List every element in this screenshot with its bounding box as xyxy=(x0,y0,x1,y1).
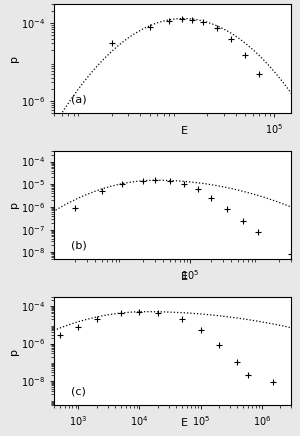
Text: (b): (b) xyxy=(70,240,86,250)
Y-axis label: p: p xyxy=(9,201,20,208)
Y-axis label: p: p xyxy=(9,55,20,62)
Y-axis label: p: p xyxy=(9,348,20,355)
X-axis label: E: E xyxy=(181,272,188,282)
Text: (c): (c) xyxy=(70,387,86,397)
Text: (a): (a) xyxy=(70,94,86,104)
X-axis label: E: E xyxy=(181,126,188,136)
X-axis label: E: E xyxy=(181,419,188,429)
